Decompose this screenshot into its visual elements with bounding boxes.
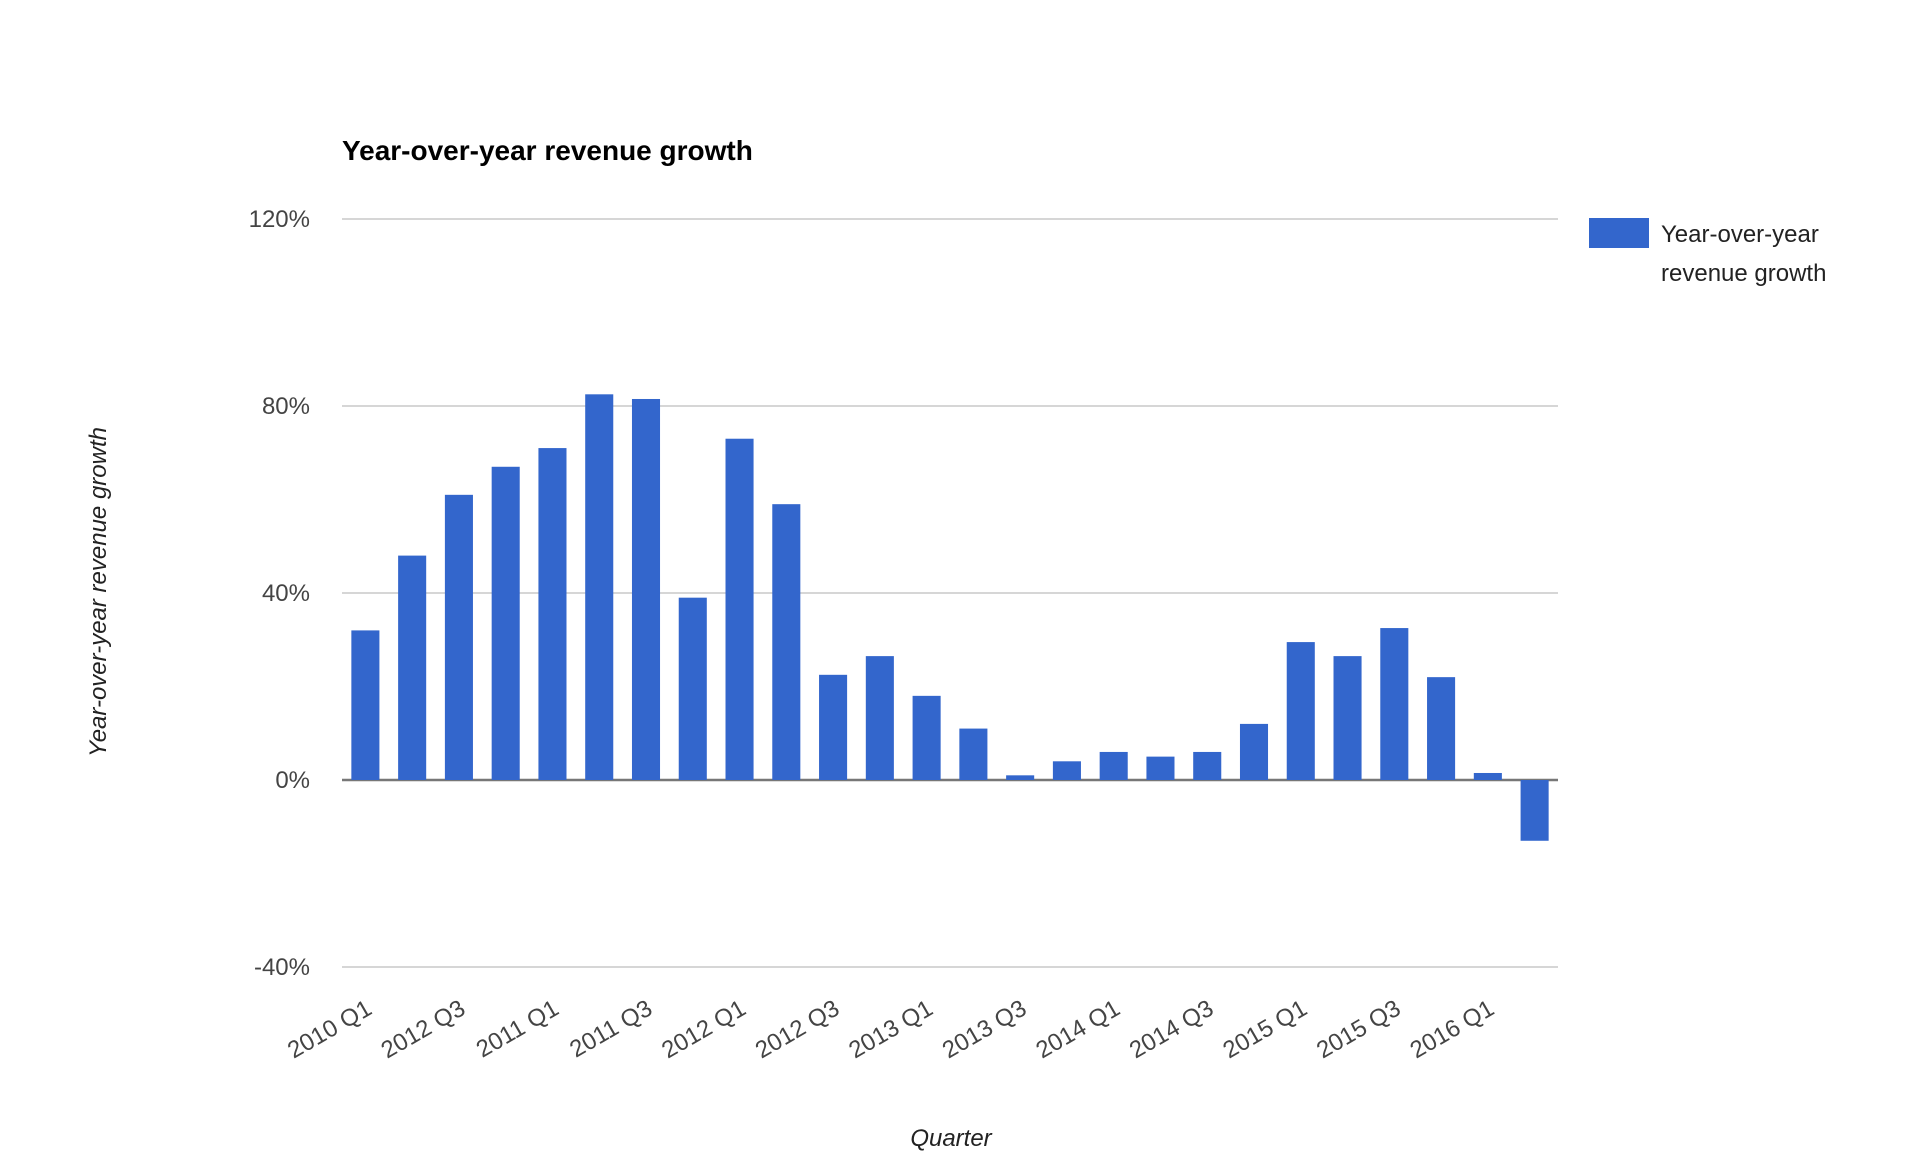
bar bbox=[538, 448, 567, 780]
y-tick-label: 80% bbox=[262, 393, 310, 420]
bar bbox=[678, 597, 707, 780]
x-tick-label: 2012 Q1 bbox=[657, 995, 750, 1064]
legend-swatch bbox=[1589, 218, 1649, 248]
y-tick-label: 40% bbox=[262, 580, 310, 607]
gridlines bbox=[342, 218, 1558, 968]
bar bbox=[1006, 775, 1035, 780]
x-tick-label: 2012 Q3 bbox=[377, 995, 470, 1064]
bar bbox=[819, 674, 848, 780]
bar bbox=[1193, 751, 1222, 780]
bars bbox=[351, 394, 1549, 841]
legend-label-line-2: revenue growth bbox=[1661, 260, 1826, 287]
bar bbox=[1239, 723, 1269, 780]
x-tick-label: 2011 Q1 bbox=[472, 995, 564, 1064]
bar bbox=[1380, 628, 1409, 780]
bar bbox=[1052, 761, 1081, 780]
bar bbox=[1099, 751, 1128, 780]
bar bbox=[912, 695, 941, 780]
bar bbox=[865, 656, 894, 780]
bar bbox=[398, 555, 427, 780]
x-tick-label: 2011 Q3 bbox=[565, 995, 657, 1064]
legend: Year-over-year revenue growth bbox=[1589, 218, 1826, 287]
y-tick-label: 120% bbox=[249, 206, 310, 233]
x-axis-ticks: 2010 Q1 2012 Q3 2011 Q1 2011 Q3 2012 Q1 2012 … bbox=[283, 995, 1499, 1064]
bar bbox=[585, 394, 614, 780]
bar bbox=[1146, 756, 1175, 780]
bar bbox=[1427, 677, 1456, 780]
bar bbox=[772, 504, 801, 780]
x-axis-title: Quarter bbox=[910, 1125, 992, 1152]
y-axis-ticks: 120% 80% 40% 0% -40% bbox=[249, 206, 310, 981]
bar bbox=[1333, 656, 1362, 780]
chart-title: Year-over-year revenue growth bbox=[342, 135, 753, 166]
y-tick-label: -40% bbox=[254, 954, 310, 981]
bar bbox=[1286, 642, 1315, 780]
y-tick-label: 0% bbox=[275, 767, 310, 794]
x-tick-label: 2015 Q3 bbox=[1312, 995, 1405, 1064]
bar bbox=[491, 466, 520, 780]
bar bbox=[1520, 780, 1549, 841]
bar bbox=[959, 728, 988, 780]
x-tick-label: 2013 Q3 bbox=[938, 995, 1031, 1064]
x-tick-label: 2010 Q1 bbox=[283, 995, 376, 1064]
x-tick-label: 2015 Q1 bbox=[1219, 995, 1312, 1064]
bar bbox=[631, 398, 661, 780]
x-tick-label: 2014 Q3 bbox=[1125, 995, 1218, 1064]
legend-label-line-1: Year-over-year bbox=[1661, 221, 1819, 248]
bar bbox=[1473, 772, 1502, 780]
y-axis-title: Year-over-year revenue growth bbox=[85, 427, 112, 757]
x-tick-label: 2013 Q1 bbox=[844, 995, 937, 1064]
bar bbox=[444, 494, 473, 780]
bar bbox=[725, 438, 754, 780]
x-tick-label: 2014 Q1 bbox=[1031, 995, 1124, 1064]
x-tick-label: 2012 Q3 bbox=[751, 995, 844, 1064]
bar bbox=[351, 630, 380, 780]
x-tick-label: 2016 Q1 bbox=[1406, 995, 1499, 1064]
